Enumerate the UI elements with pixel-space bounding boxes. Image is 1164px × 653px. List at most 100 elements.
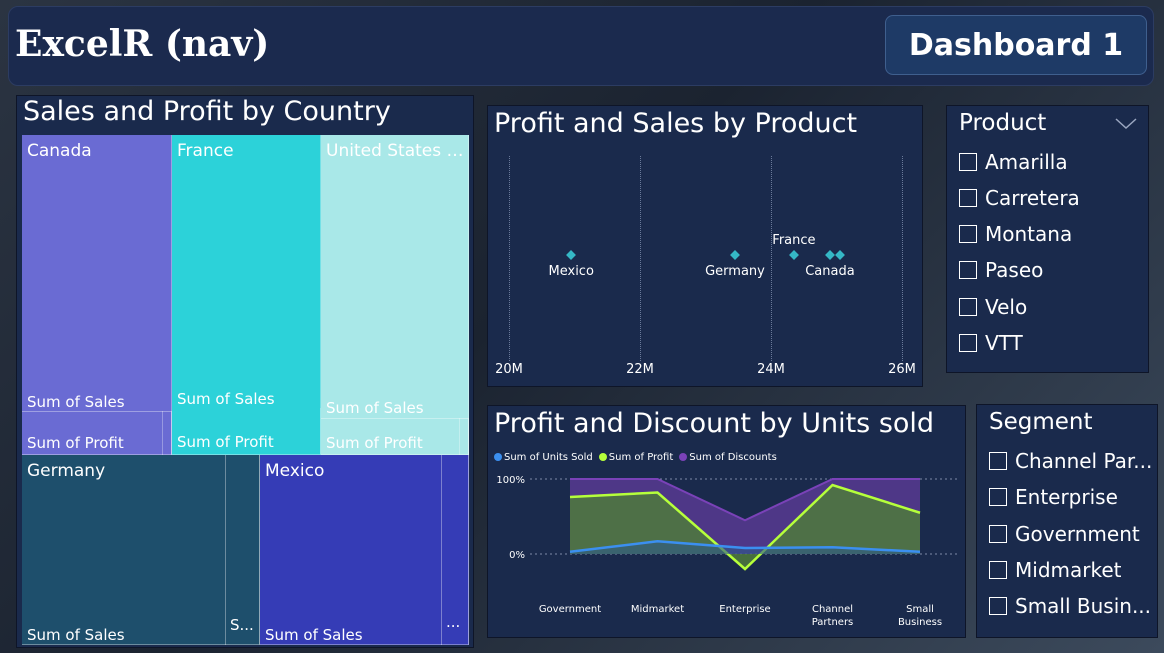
checkbox[interactable] bbox=[989, 597, 1007, 615]
option-label: Small Busin... bbox=[1015, 594, 1152, 618]
legend-label: Sum of Discounts bbox=[689, 452, 777, 463]
scatter-point-label: Canada bbox=[805, 264, 855, 279]
product-option-montana[interactable]: Montana bbox=[959, 222, 1072, 246]
area-y-tick: 100% bbox=[496, 475, 525, 486]
checkbox[interactable] bbox=[959, 298, 977, 316]
checkbox[interactable] bbox=[959, 261, 977, 279]
checkbox[interactable] bbox=[989, 525, 1007, 543]
scatter-x-tick: 20M bbox=[495, 362, 523, 377]
legend-dot-icon bbox=[598, 453, 607, 461]
product-option-vtt[interactable]: VTT bbox=[959, 331, 1023, 355]
sales-label: Sum of Sales bbox=[27, 626, 125, 644]
scatter-point[interactable] bbox=[566, 250, 577, 260]
area-legend: Sum of Units Sold Sum of Profit Sum of D… bbox=[494, 452, 777, 463]
small-label: S... bbox=[230, 616, 254, 634]
option-label: Government bbox=[1015, 522, 1140, 546]
profit-sales-scatter[interactable]: Profit and Sales by Product 20M 22M 24M 26M… bbox=[487, 105, 923, 387]
option-label: Velo bbox=[985, 295, 1028, 319]
checkbox[interactable] bbox=[989, 561, 1007, 579]
profit-line bbox=[569, 483, 921, 571]
option-label: Amarilla bbox=[985, 150, 1068, 174]
legend-dot-icon bbox=[494, 453, 502, 461]
product-option-paseo[interactable]: Paseo bbox=[959, 258, 1043, 282]
small-subtile[interactable]: ... bbox=[441, 455, 469, 645]
legend-profit[interactable]: Sum of Profit bbox=[598, 452, 674, 463]
category-label-line: Midmarket bbox=[630, 604, 685, 615]
segment-option-small-business[interactable]: Small Busin... bbox=[989, 594, 1151, 618]
category-label-line: Channel bbox=[811, 604, 854, 615]
option-label: Enterprise bbox=[1015, 485, 1118, 509]
category-label-line: Enterprise bbox=[719, 604, 771, 615]
treemap-tile-mexico[interactable]: Mexico Sum of Sales ... bbox=[260, 455, 469, 645]
legend-label: Sum of Profit bbox=[608, 452, 674, 463]
profit-subtile[interactable]: Sum of Profit bbox=[22, 411, 172, 455]
header-bar: ExcelR (nav) Dashboard 1 bbox=[8, 6, 1154, 86]
product-option-velo[interactable]: Velo bbox=[959, 295, 1027, 319]
legend-label: Sum of Units Sold bbox=[504, 452, 593, 463]
checkbox[interactable] bbox=[959, 334, 977, 352]
scatter-point[interactable] bbox=[730, 250, 740, 260]
checkbox[interactable] bbox=[989, 488, 1007, 506]
category-label-line: Partners bbox=[811, 617, 854, 628]
treemap-tile-united-states[interactable]: United States o... Sum of Sales Sum of P… bbox=[321, 135, 469, 455]
discounts-line bbox=[570, 478, 920, 522]
sales-profit-treemap[interactable]: Sales and Profit by Country Canada Sum o… bbox=[16, 95, 474, 648]
product-slicer: Product Amarilla Carretera Montana Paseo… bbox=[946, 105, 1149, 373]
area-chart-svg: 100% 0% bbox=[496, 475, 958, 571]
segment-option-channel-partners[interactable]: Channel Par... bbox=[989, 449, 1152, 473]
area-category-label: Channel Partners bbox=[812, 603, 854, 629]
chevron-down-icon[interactable] bbox=[1115, 118, 1137, 130]
small-subtile[interactable]: S... bbox=[225, 455, 260, 645]
option-label: VTT bbox=[985, 331, 1023, 355]
scatter-gridline bbox=[509, 156, 510, 361]
area-title: Profit and Discount by Units sold bbox=[494, 408, 935, 439]
option-label: Channel Par... bbox=[1015, 449, 1153, 473]
sales-label: Sum of Sales bbox=[27, 393, 125, 411]
legend-discounts[interactable]: Sum of Discounts bbox=[679, 452, 777, 463]
category-label-line: Government bbox=[538, 604, 602, 615]
scatter-point-label: Germany bbox=[705, 264, 765, 279]
scatter-gridline bbox=[771, 156, 772, 361]
scatter-gridline bbox=[640, 156, 641, 361]
checkbox[interactable] bbox=[989, 452, 1007, 470]
profit-discount-area-chart[interactable]: Profit and Discount by Units sold Sum of… bbox=[487, 405, 966, 638]
app-title: ExcelR (nav) bbox=[15, 23, 270, 65]
profit-subtile[interactable]: Sum of Profit bbox=[321, 418, 469, 455]
checkbox[interactable] bbox=[959, 153, 977, 171]
scatter-x-tick: 26M bbox=[888, 362, 916, 377]
product-slicer-title: Product bbox=[959, 110, 1047, 136]
treemap-tile-germany[interactable]: Germany Sum of Sales S... bbox=[22, 455, 260, 645]
scatter-point-label: Mexico bbox=[548, 264, 594, 279]
scatter-point[interactable] bbox=[834, 250, 845, 260]
tile-label: France bbox=[177, 141, 234, 161]
scatter-point[interactable] bbox=[824, 250, 835, 260]
area-category-label: Small Business bbox=[898, 603, 942, 629]
checkbox[interactable] bbox=[959, 225, 977, 243]
area-category-label: Government bbox=[539, 603, 601, 616]
segment-option-midmarket[interactable]: Midmarket bbox=[989, 558, 1121, 582]
treemap-tile-france[interactable]: France Sum of Sales Sum of Profit bbox=[172, 135, 321, 455]
segment-option-government[interactable]: Government bbox=[989, 522, 1140, 546]
scatter-plot-area: 20M 22M 24M 26M Mexico Germany France Canada bbox=[488, 106, 924, 388]
sales-label: Sum of Sales bbox=[177, 390, 275, 408]
product-option-amarilla[interactable]: Amarilla bbox=[959, 150, 1068, 174]
scatter-gridline bbox=[902, 156, 903, 361]
checkbox[interactable] bbox=[959, 189, 977, 207]
area-y-tick: 0% bbox=[509, 550, 525, 561]
dashboard-1-button[interactable]: Dashboard 1 bbox=[885, 15, 1147, 75]
tile-label: Mexico bbox=[265, 461, 325, 481]
legend-dot-icon bbox=[679, 453, 688, 461]
segment-option-enterprise[interactable]: Enterprise bbox=[989, 485, 1118, 509]
profit-label: Sum of Profit bbox=[177, 433, 274, 451]
product-option-carretera[interactable]: Carretera bbox=[959, 186, 1080, 210]
segment-slicer: Segment Channel Par... Enterprise Govern… bbox=[976, 404, 1158, 638]
treemap-tile-canada[interactable]: Canada Sum of Sales Sum of Profit bbox=[22, 135, 172, 455]
tile-label: United States o... bbox=[326, 141, 466, 161]
units-sold-line bbox=[569, 539, 921, 553]
units-sold-area bbox=[570, 541, 920, 554]
profit-subtile[interactable]: Sum of Profit bbox=[172, 408, 321, 455]
treemap-title: Sales and Profit by Country bbox=[23, 96, 391, 127]
legend-units-sold[interactable]: Sum of Units Sold bbox=[494, 452, 593, 463]
tile-label: Germany bbox=[27, 461, 106, 481]
scatter-point[interactable] bbox=[788, 250, 799, 260]
